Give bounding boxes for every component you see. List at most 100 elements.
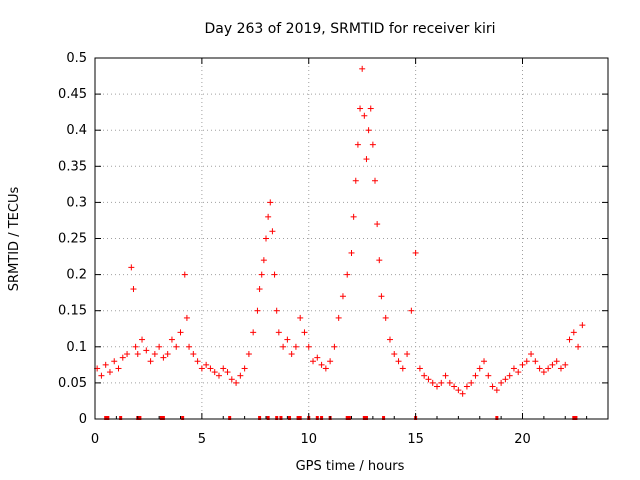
data-point: [359, 65, 366, 72]
data-point: [391, 351, 398, 358]
data-point: [545, 365, 552, 372]
data-point: [570, 329, 577, 336]
data-point: [485, 372, 492, 379]
data-point: [228, 376, 235, 383]
data-point: [203, 361, 210, 368]
data-point: [395, 358, 402, 365]
data-point: [183, 314, 190, 321]
data-point: [130, 286, 137, 293]
baseline-mark: [298, 416, 302, 420]
data-point: [115, 365, 122, 372]
data-point: [382, 314, 389, 321]
y-tick-label: 0.1: [66, 340, 87, 355]
data-point: [374, 221, 381, 228]
data-point: [111, 358, 118, 365]
data-point: [519, 361, 526, 368]
data-point: [265, 213, 272, 220]
x-axis-label: GPS time / hours: [296, 459, 405, 474]
data-point: [510, 365, 517, 372]
data-point: [352, 177, 359, 184]
x-tick-label: 15: [407, 432, 424, 447]
baseline-mark: [382, 416, 386, 420]
data-point: [528, 351, 535, 358]
baseline-mark: [345, 416, 349, 420]
data-point: [472, 372, 479, 379]
data-point: [348, 249, 355, 256]
data-point: [318, 361, 325, 368]
baseline-mark: [279, 416, 283, 420]
data-point: [198, 365, 205, 372]
baseline-mark: [495, 416, 499, 420]
x-tick-label: 0: [91, 432, 99, 447]
data-point: [134, 351, 141, 358]
data-point: [489, 383, 496, 390]
data-point: [498, 379, 505, 386]
data-point: [102, 361, 109, 368]
baseline-mark: [296, 416, 300, 420]
data-point: [549, 361, 556, 368]
y-tick-label: 0.3: [66, 195, 87, 210]
data-point: [557, 365, 564, 372]
data-point: [301, 329, 308, 336]
baseline-mark: [315, 416, 319, 420]
data-point: [361, 112, 368, 119]
data-point: [314, 354, 321, 361]
data-point: [173, 343, 180, 350]
data-point: [164, 351, 171, 358]
x-tick-label: 20: [514, 432, 531, 447]
data-point: [147, 358, 154, 365]
y-tick-label: 0.05: [58, 376, 87, 391]
data-point: [237, 372, 244, 379]
data-point: [416, 365, 423, 372]
y-tick-label: 0.4: [66, 123, 87, 138]
data-point: [344, 271, 351, 278]
data-point: [220, 365, 227, 372]
data-point: [168, 336, 175, 343]
data-point: [515, 369, 522, 376]
y-tick-label: 0: [79, 412, 87, 427]
data-point: [128, 264, 135, 271]
baseline-mark: [320, 416, 324, 420]
data-point: [468, 379, 475, 386]
data-point: [372, 177, 379, 184]
data-point: [250, 329, 257, 336]
data-point: [540, 369, 547, 376]
data-point: [280, 343, 287, 350]
data-point: [139, 336, 146, 343]
axes: [94, 57, 609, 420]
data-point: [211, 369, 218, 376]
data-point: [186, 343, 193, 350]
data-point: [369, 141, 376, 148]
data-point: [224, 369, 231, 376]
data-point: [275, 329, 282, 336]
data-point: [367, 105, 374, 112]
data-point: [292, 343, 299, 350]
data-point: [271, 271, 278, 278]
data-point: [455, 387, 462, 394]
data-point: [160, 354, 167, 361]
data-point: [378, 293, 385, 300]
y-tick-labels: 0 0.05 0.1 0.15 0.2 0.25 0.3 0.35 0.4 0.45 0.5: [58, 51, 87, 427]
data-point: [151, 351, 158, 358]
data-point: [288, 351, 295, 358]
data-point: [365, 127, 372, 134]
baseline-mark: [119, 416, 123, 420]
baseline-mark: [106, 416, 110, 420]
data-point: [562, 361, 569, 368]
data-point: [124, 351, 131, 358]
data-point: [284, 336, 291, 343]
data-point: [438, 379, 445, 386]
data-point: [434, 383, 440, 390]
data-point: [190, 351, 197, 358]
data-point: [502, 376, 509, 383]
data-point: [446, 379, 453, 386]
data-point: [399, 365, 406, 372]
baseline-mark: [228, 416, 232, 420]
data-point: [575, 343, 582, 350]
baseline-mark: [574, 416, 578, 420]
data-point: [481, 358, 488, 365]
data-point: [269, 228, 276, 235]
baseline-mark: [159, 416, 163, 420]
data-point: [421, 372, 428, 379]
